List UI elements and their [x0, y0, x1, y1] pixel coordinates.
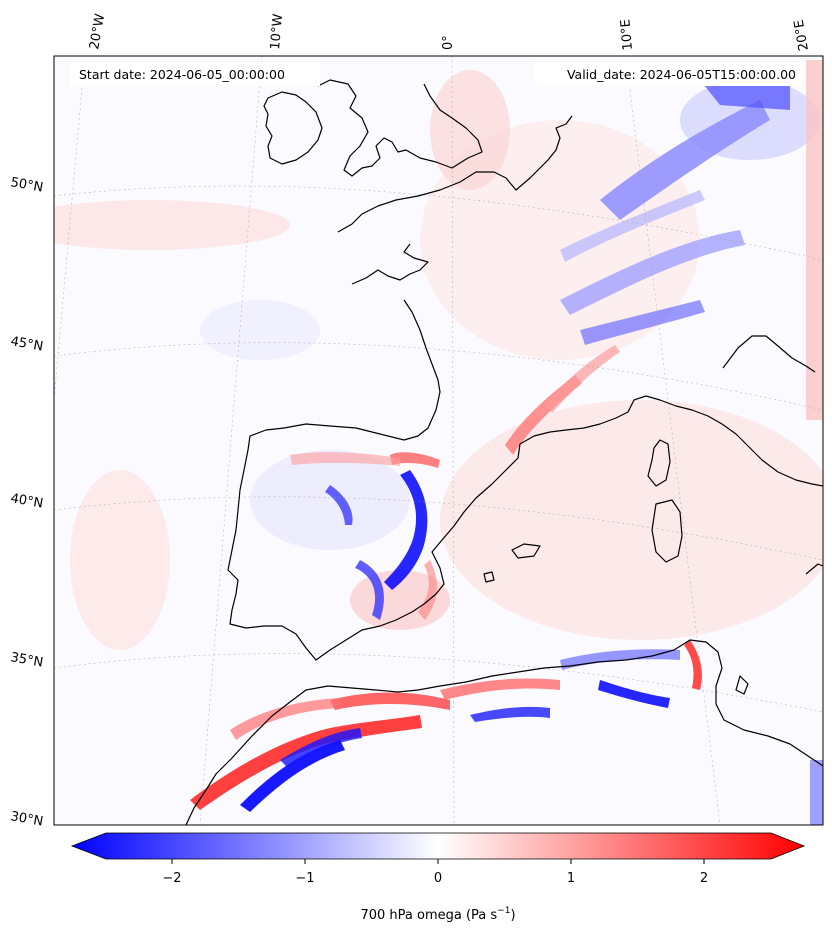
tunisia-coast — [735, 675, 749, 695]
britain-coast — [317, 79, 483, 177]
latitude-labels: 50°N 45°N 40°N 35°N 30°N — [9, 175, 44, 829]
ireland-coast — [263, 91, 323, 165]
colorbar-bar — [70, 832, 806, 860]
colorbar-tick-label: 2 — [700, 871, 708, 886]
lat-label-40n: 40°N — [9, 491, 44, 511]
brittany-coast — [351, 243, 429, 285]
ibiza-coast — [483, 571, 495, 583]
france-coast — [337, 115, 573, 233]
lat-label-35n: 35°N — [9, 650, 44, 670]
map-frame — [53, 55, 824, 826]
colorbar-label-exp: −1 — [497, 906, 510, 916]
biscay-coast — [403, 299, 441, 441]
iberia-coast — [227, 423, 521, 661]
start-date-label: Start date: 2024-06-05_00:00:00 — [79, 67, 285, 82]
colorbar-label-main: 700 hPa omega (Pa s — [360, 908, 497, 923]
colorbar-label-close: ) — [510, 908, 515, 923]
graticule — [54, 56, 823, 825]
mallorca-coast — [511, 543, 541, 559]
africa-coast — [185, 639, 823, 825]
italy-coast — [519, 395, 823, 487]
colorbar-tick-label: −2 — [162, 871, 181, 886]
colorbar-tick-label: 1 — [567, 871, 575, 886]
coastlines — [185, 79, 823, 825]
colorbar-tick-label: −1 — [295, 871, 314, 886]
sicily-coast — [805, 563, 823, 575]
longitude-labels: 20°W 10°W 0° 10°E 20°E — [87, 13, 812, 52]
lat-label-30n: 30°N — [9, 809, 44, 829]
omega-field — [54, 60, 823, 825]
colorbar-tick-label: 0 — [434, 871, 442, 886]
lon-label-10e: 10°E — [618, 19, 636, 51]
lon-label-20w: 20°W — [87, 13, 108, 51]
lon-label-20e: 20°E — [792, 19, 812, 52]
lat-label-45n: 45°N — [9, 334, 44, 354]
start-label-box — [70, 62, 320, 86]
valid-date-label: Valid_date: 2024-06-05T15:00:00.00 — [567, 67, 796, 82]
lat-label-50n: 50°N — [9, 175, 44, 195]
colorbar-label: 700 hPa omega (Pa s−1) — [360, 906, 515, 923]
map-panel: Start date: 2024-06-05_00:00:00 Valid_da… — [54, 56, 823, 825]
valid-label-box — [535, 62, 805, 86]
colorbar: −2 −1 0 1 2 700 hPa omega (Pa s−1) — [70, 832, 806, 923]
italy-east-coast — [722, 335, 816, 373]
corsica-coast — [647, 439, 671, 487]
sardinia-coast — [651, 499, 683, 563]
colorbar-ticks — [171, 859, 705, 864]
lon-label-10w: 10°W — [268, 13, 286, 50]
lon-label-0: 0° — [441, 35, 456, 50]
